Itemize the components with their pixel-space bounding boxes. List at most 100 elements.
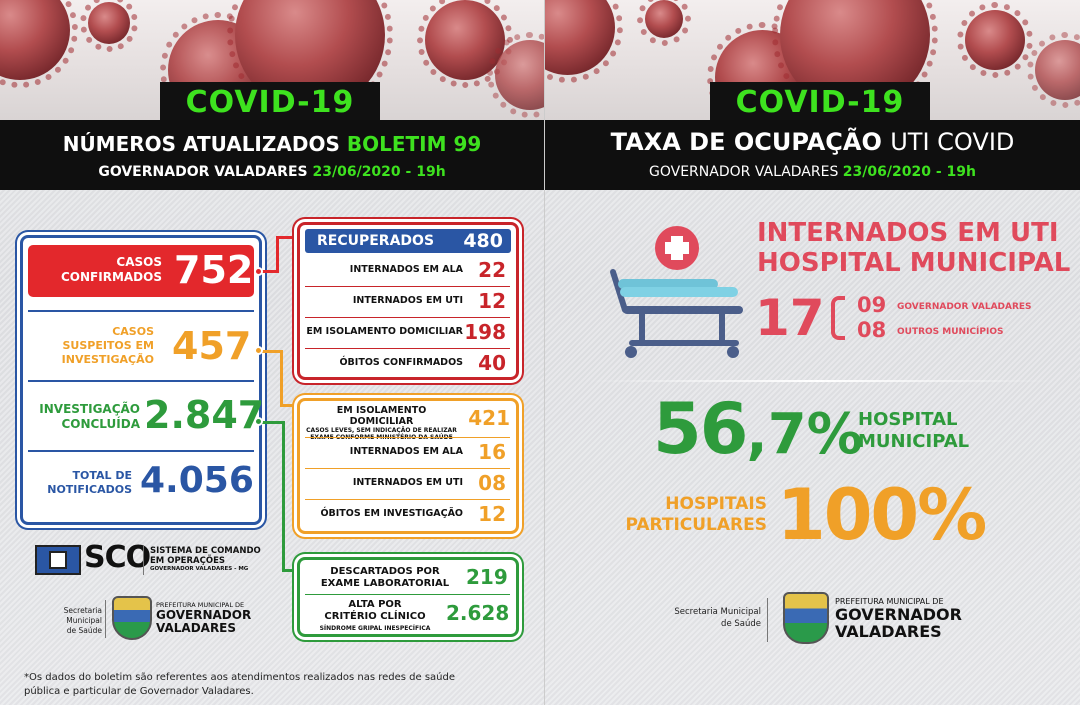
sco-logo-text: SCO xyxy=(84,540,151,575)
row-label: INTERNADOS EM UTI xyxy=(352,476,463,488)
list-item: INTERNADOS EM ALA 22 xyxy=(305,255,510,286)
prefeitura-logo: PREFEITURA MUNICIPAL DE GOVERNADOR VALAD… xyxy=(156,601,252,635)
divider xyxy=(28,380,254,382)
virus-icon xyxy=(1027,32,1080,108)
header-title: NÚMEROS ATUALIZADOS BOLETIM 99 xyxy=(0,132,544,156)
concluded-label: INVESTIGAÇÃO CONCLUÍDA xyxy=(39,402,140,431)
recovered-header: RECUPERADOS 480 xyxy=(305,229,511,253)
virus-icon xyxy=(487,32,544,118)
divider xyxy=(305,348,510,349)
connector-line xyxy=(258,421,285,424)
suspected-label: CASOS SUSPEITOS EM INVESTIGAÇÃO xyxy=(61,325,154,366)
divider xyxy=(767,598,768,642)
header-bar: TAXA DE OCUPAÇÃO UTI COVID GOVERNADOR VA… xyxy=(545,120,1080,190)
connector-dot xyxy=(254,267,263,276)
icu-other-value: 08 xyxy=(857,318,887,342)
suspected-value: 457 xyxy=(172,324,252,368)
confirmed-label-2: CONFIRMADOS xyxy=(61,270,162,284)
row-value: 22 xyxy=(478,257,506,282)
header-title: TAXA DE OCUPAÇÃO UTI COVID xyxy=(545,128,1080,156)
title-light: UTI COVID xyxy=(890,128,1015,156)
notified-label: TOTAL DE NOTIFICADOS xyxy=(47,469,132,496)
row-label: ÓBITOS CONFIRMADOS xyxy=(339,356,463,368)
row-value: 12 xyxy=(478,501,506,526)
connector-line xyxy=(280,404,298,407)
concluded-value: 2.847 xyxy=(144,393,265,437)
secretaria-label: Secretaria Municipal de Saúde xyxy=(63,606,102,635)
divider xyxy=(105,600,106,638)
isolation-value: 421 xyxy=(468,406,510,430)
icu-occupancy-panel: COVID-19 TAXA DE OCUPAÇÃO UTI COVID GOVE… xyxy=(545,0,1080,705)
row-label: INTERNADOS EM ALA xyxy=(349,263,463,275)
list-item: INTERNADOS EM ALA 16 xyxy=(305,437,510,468)
municipal-rate-int: 56 xyxy=(653,388,748,470)
municipal-rate-dec: ,7% xyxy=(746,402,863,467)
private-rate: 100% xyxy=(777,474,987,556)
covid-badge: COVID-19 xyxy=(160,82,380,122)
discharge-value: 2.628 xyxy=(446,601,510,625)
city-seal-icon xyxy=(112,596,152,640)
hospital-bed-icon xyxy=(610,226,743,358)
discarded-box xyxy=(297,557,519,637)
location-label: GOVERNADOR VALADARES xyxy=(98,164,308,180)
covid-badge: COVID-19 xyxy=(710,82,930,122)
icu-title: INTERNADOS EM UTI HOSPITAL MUNICIPAL xyxy=(757,218,1071,278)
datetime-label: 23/06/2020 - 19h xyxy=(842,164,976,180)
divider xyxy=(28,450,254,452)
investigation-box xyxy=(297,398,519,534)
virus-icon xyxy=(0,0,78,88)
connector-line xyxy=(280,350,283,407)
isolation-note: CASOS LEVES, SEM INDICAÇÃO DE REALIZAR xyxy=(306,427,457,434)
connector-line xyxy=(258,350,283,353)
divider xyxy=(28,310,254,312)
notified-value: 4.056 xyxy=(140,460,254,501)
bulletin-panel: COVID-19 NÚMEROS ATUALIZADOS BOLETIM 99 … xyxy=(0,0,544,705)
icu-gv-value: 09 xyxy=(857,293,887,317)
secretaria-label: Secretaria Municipal de Saúde xyxy=(674,607,761,629)
divider xyxy=(305,499,510,500)
list-item: ÓBITOS CONFIRMADOS 40 xyxy=(305,348,510,379)
row-label: EM ISOLAMENTO DOMICILIAR xyxy=(306,325,463,337)
row-label: INTERNADOS EM UTI xyxy=(352,294,463,306)
list-item: INTERNADOS EM UTI 08 xyxy=(305,468,510,499)
title-bold: TAXA DE OCUPAÇÃO xyxy=(610,128,882,156)
icu-gv-label: GOVERNADOR VALADARES xyxy=(897,302,1032,312)
divider xyxy=(305,286,510,287)
sco-caption: SISTEMA DE COMANDO EM OPERAÇÕES GOVERNAD… xyxy=(150,546,261,572)
flag-icon xyxy=(35,545,81,575)
title-prefix: NÚMEROS ATUALIZADOS xyxy=(62,132,340,156)
recovered-value: 480 xyxy=(463,230,503,252)
municipal-rate: 56,7% xyxy=(653,388,863,470)
confirmed-cases-block: CASOS CONFIRMADOS 752 xyxy=(28,245,254,297)
discarded-label: DESCARTADOS POR EXAME LABORATORIAL xyxy=(320,566,450,589)
footer-note: *Os dados do boletim são referentes aos … xyxy=(24,672,456,697)
row-value: 198 xyxy=(464,319,506,344)
row-value: 08 xyxy=(478,470,506,495)
recovered-label: RECUPERADOS xyxy=(317,233,435,249)
city-seal-icon xyxy=(783,592,829,644)
municipal-label: HOSPITAL MUNICIPAL xyxy=(858,409,970,452)
discharge-label: ALTA POR CRITÉRIO CLÍNICO SÍNDROME GRIPA… xyxy=(319,599,431,632)
divider xyxy=(305,437,510,438)
confirmed-value: 752 xyxy=(174,248,254,292)
row-value: 12 xyxy=(478,288,506,313)
bulletin-number: BOLETIM 99 xyxy=(346,132,482,156)
location-label: GOVERNADOR VALADARES xyxy=(649,164,839,180)
row-label: ÓBITOS EM INVESTIGAÇÃO xyxy=(320,507,463,519)
divider xyxy=(305,317,510,318)
row-value: 40 xyxy=(478,350,506,375)
datetime-label: 23/06/2020 - 19h xyxy=(312,164,446,180)
virus-hero-image xyxy=(0,0,544,120)
icu-total-value: 17 xyxy=(755,289,825,347)
icu-other-label: OUTROS MUNICÍPIOS xyxy=(897,327,1004,337)
connector-line xyxy=(282,569,298,572)
divider xyxy=(585,380,1055,382)
divider xyxy=(305,468,510,469)
virus-icon xyxy=(957,2,1033,78)
connector-dot xyxy=(254,417,263,426)
prefeitura-logo: PREFEITURA MUNICIPAL DE GOVERNADOR VALAD… xyxy=(835,597,962,641)
list-item: INTERNADOS EM UTI 12 xyxy=(305,286,510,317)
confirmed-label: CASOS xyxy=(116,255,162,269)
header-subtitle: GOVERNADOR VALADARES 23/06/2020 - 19h xyxy=(545,164,1080,180)
connector-line xyxy=(258,270,276,273)
